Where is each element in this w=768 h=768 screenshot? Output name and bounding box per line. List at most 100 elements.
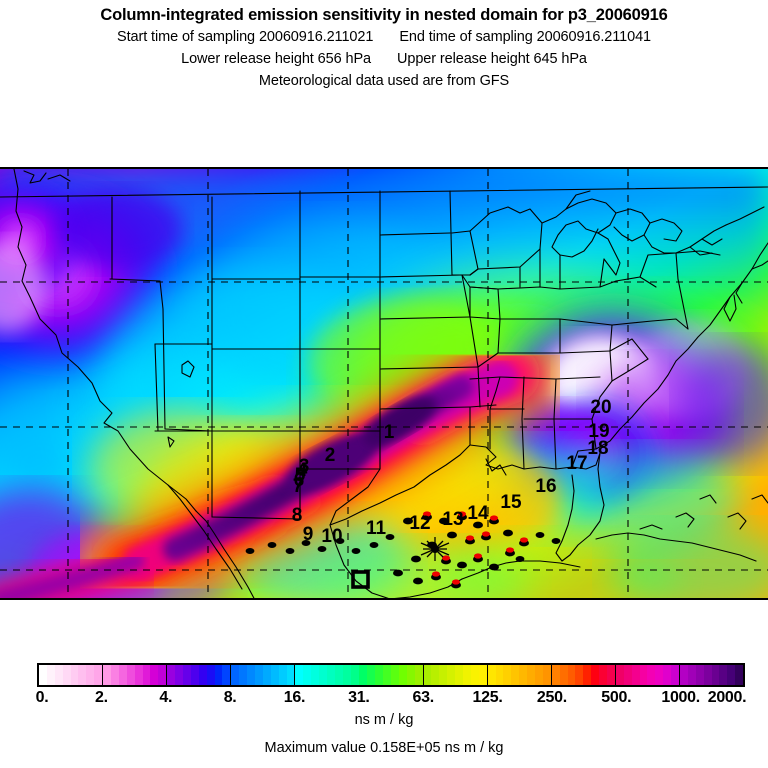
colorbar-step: [39, 665, 47, 685]
colorbar-step: [158, 665, 167, 685]
waypoint-label-15: 15: [500, 492, 522, 513]
waypoint-label-5: 5: [295, 465, 306, 486]
colorbar-step: [295, 665, 304, 685]
colorbar-step: [286, 665, 295, 685]
colorbar-step: [535, 665, 543, 685]
station-markers: [245, 511, 561, 589]
colorbar-step: [671, 665, 679, 685]
colorbar-step: [431, 665, 440, 685]
colorbar-step: [527, 665, 535, 685]
waypoint-label-3: 3: [299, 456, 310, 477]
waypoint-label-20: 20: [590, 397, 611, 418]
colorbar-step: [54, 665, 63, 685]
colorbar-step: [423, 665, 432, 685]
waypoint-label-12: 12: [409, 513, 430, 534]
colorbar-band-9: [615, 665, 680, 685]
colorbar-step: [175, 665, 183, 685]
colorbar-step: [711, 665, 720, 685]
colorbar-step: [567, 665, 576, 685]
colorbar-tick-labels: 0. 2. 4. 8. 16. 31. 63. 125. 250. 500. 1000. 2000.: [0, 689, 768, 711]
colorbar-step: [270, 665, 279, 685]
colorbar-step: [439, 665, 448, 685]
colorbar-step: [511, 665, 520, 685]
colorbar-band-7: [487, 665, 552, 685]
waypoint-label-10: 10: [321, 526, 342, 547]
colorbar-band-3: [231, 665, 296, 685]
colorbar-step: [575, 665, 584, 685]
waypoint-label-4: 4: [297, 460, 308, 481]
colorbar-band-6: [423, 665, 488, 685]
colorbar-step: [503, 665, 512, 685]
waypoint-label-13: 13: [442, 509, 463, 530]
colorbar-step: [231, 665, 240, 685]
colorbar-step: [615, 665, 624, 685]
colorbar-tick-250: 250.: [536, 689, 567, 706]
colorbar-step: [591, 665, 600, 685]
colorbar-band-2: [167, 665, 232, 685]
colorbar-step: [687, 665, 696, 685]
waypoint-label-11: 11: [366, 518, 387, 539]
colorbar-tick-2000: 2000.: [707, 689, 747, 706]
upper-release-height-label: Upper release height 645 hPa: [397, 51, 587, 67]
emission-sensitivity-map[interactable]: 1 2 3 4 5 6 7 8 9 10 11 12 13 14 15 16 17 18 19 20: [0, 167, 768, 600]
colorbar-step: [254, 665, 263, 685]
colorbar-step: [383, 665, 392, 685]
colorbar-step: [311, 665, 320, 685]
colorbar-step: [647, 665, 656, 685]
colorbar-step: [126, 665, 135, 685]
colorbar-step: [519, 665, 528, 685]
colorbar-step: [406, 665, 415, 685]
colorbar-step: [319, 665, 327, 685]
colorbar-step: [142, 665, 151, 685]
colorbar-step: [631, 665, 640, 685]
colorbar-step: [239, 665, 248, 685]
waypoint-label-9: 9: [303, 524, 314, 545]
waypoint-label-8: 8: [292, 505, 303, 526]
colorbar-step: [222, 665, 231, 685]
colorbar-step: [103, 665, 111, 685]
colorbar-step: [118, 665, 127, 685]
waypoint-label-1: 1: [384, 422, 395, 443]
colorbar-step: [398, 665, 407, 685]
colorbar-tick-500: 500.: [601, 689, 632, 706]
colorbar-tick-16: 16.: [283, 689, 306, 706]
colorbar-step: [262, 665, 271, 685]
colorbar-step: [78, 665, 87, 685]
waypoint-label-17: 17: [566, 453, 587, 474]
colorbar-step: [727, 665, 736, 685]
colorbar-step: [350, 665, 359, 685]
colorbar-band-8: [551, 665, 616, 685]
colorbar-step: [150, 665, 159, 685]
page-title: Column-integrated emission sensitivity i…: [100, 6, 668, 24]
waypoint-label-2: 2: [325, 445, 336, 466]
colorbar-step: [583, 665, 592, 685]
colorbar-step: [599, 665, 607, 685]
colorbar-step: [94, 665, 103, 685]
plume-corridor: [0, 326, 568, 598]
colorbar-step: [247, 665, 255, 685]
waypoint-label-16: 16: [535, 476, 556, 497]
colorbar-step: [70, 665, 79, 685]
colorbar-step: [679, 665, 688, 685]
start-time-label: Start time of sampling 20060916.211021: [117, 29, 374, 45]
colorbar-step: [46, 665, 55, 685]
colorbar-tick-0: 0.: [35, 689, 49, 706]
colorbar-step: [134, 665, 143, 685]
release-height-line: Lower release height 656 hPa Upper releas…: [0, 48, 768, 70]
colorbar-step: [198, 665, 207, 685]
colorbar-step: [62, 665, 71, 685]
colorbar-step: [167, 665, 176, 685]
colorbar-step: [86, 665, 95, 685]
colorbar-step: [334, 665, 343, 685]
colorbar-unit-label: ns m / kg: [354, 712, 414, 728]
colorbar-tick-2: 2.: [94, 689, 108, 706]
colorbar-step: [214, 665, 223, 685]
colorbar-step: [182, 665, 191, 685]
maximum-value-label: Maximum value 0.158E+05 ns m / kg: [264, 740, 504, 756]
colorbar-band-4: [295, 665, 360, 685]
colorbar-step: [487, 665, 496, 685]
colorbar-step: [542, 665, 551, 685]
colorbar-band-5: [359, 665, 424, 685]
